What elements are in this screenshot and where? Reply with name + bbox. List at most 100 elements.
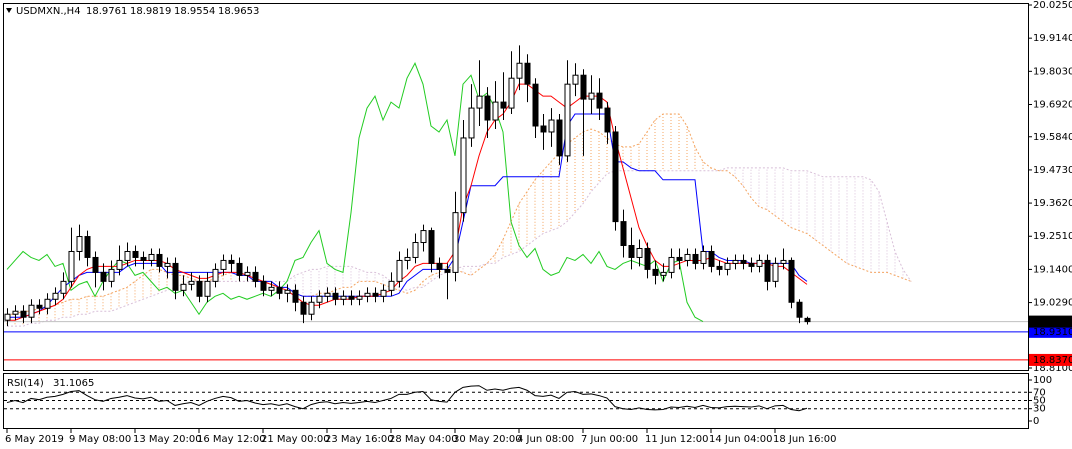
- candle-body: [156, 253, 163, 267]
- candle-body: [324, 292, 331, 297]
- candle-body: [36, 304, 43, 309]
- candle-body: [100, 271, 107, 282]
- y-tick-label: 100: [1033, 375, 1052, 386]
- level-label: 18.9310: [1033, 327, 1072, 338]
- candle-body: [572, 74, 579, 85]
- y-tick-label: 18.8100: [1033, 363, 1072, 374]
- x-tick-label: 6 May 2019: [5, 434, 64, 445]
- candle-body: [180, 283, 187, 291]
- candle-body: [284, 289, 291, 294]
- candle-body: [516, 62, 523, 79]
- rsi-line: [6, 385, 808, 412]
- candle-body: [732, 259, 739, 264]
- y-tick-label: 19.8030: [1033, 66, 1072, 77]
- level-box: [1029, 353, 1072, 366]
- candle-body: [44, 298, 51, 309]
- y-tick-label: 50: [1033, 396, 1046, 407]
- candle-body: [500, 101, 507, 109]
- candle-body: [620, 221, 627, 247]
- candle-body: [684, 253, 691, 261]
- y-tick-label: 19.9140: [1033, 33, 1072, 44]
- candle-body: [532, 83, 539, 127]
- candle-body: [468, 107, 475, 139]
- candle-body: [108, 268, 115, 282]
- candle-body: [740, 259, 747, 264]
- candle-body: [116, 259, 123, 270]
- y-tick-label: 19.3620: [1033, 198, 1072, 209]
- candle-body: [4, 313, 11, 321]
- x-tick-label: 4 Jun 08:00: [517, 434, 574, 445]
- candle-body: [204, 280, 211, 297]
- symbol: USDMXN.,H4: [16, 6, 81, 17]
- x-tick-label: 11 Jun 12:00: [645, 434, 709, 445]
- candle-body: [756, 259, 763, 267]
- candle-body: [444, 268, 451, 273]
- candle-body: [60, 280, 67, 294]
- candle-body: [556, 119, 563, 157]
- candle-body: [52, 292, 59, 300]
- x-tick-label: 23 May 16:00: [325, 434, 394, 445]
- candle-body: [164, 262, 171, 267]
- x-tick-label: 18 Jun 16:00: [773, 434, 837, 445]
- candle-body: [596, 92, 603, 109]
- candle-body: [788, 259, 795, 303]
- x-tick-label: 7 Jun 00:00: [581, 434, 638, 445]
- candle-body: [668, 256, 675, 273]
- x-tick-label: 30 May 20:00: [453, 434, 522, 445]
- y-tick-label: 19.1400: [1033, 264, 1072, 275]
- candle-body: [12, 310, 19, 315]
- candle-body: [780, 259, 787, 264]
- span-b: [7, 167, 912, 327]
- x-tick-label: 28 May 04:00: [389, 434, 458, 445]
- candle-body: [588, 92, 595, 100]
- menu-triangle[interactable]: [6, 8, 12, 13]
- x-tick-label: 21 May 00:00: [261, 434, 330, 445]
- candle-body: [564, 83, 571, 157]
- candle-body: [252, 271, 259, 282]
- candle-body: [700, 250, 707, 264]
- candle-body: [332, 292, 339, 300]
- candle-body: [652, 268, 659, 276]
- candle-body: [764, 259, 771, 282]
- candle-body: [612, 131, 619, 223]
- candle-body: [548, 119, 555, 133]
- y-tick-label: 70: [1033, 387, 1046, 398]
- y-tick-label: 19.4730: [1033, 165, 1072, 176]
- close-value: 18.9653: [218, 6, 259, 17]
- y-tick-label: 19.2510: [1033, 231, 1072, 242]
- candle-body: [356, 295, 363, 300]
- candle-body: [196, 280, 203, 297]
- level-box: [1029, 325, 1072, 338]
- candle-body: [140, 256, 147, 261]
- candle-body: [460, 137, 467, 214]
- candle-body: [364, 292, 371, 297]
- candle-body: [372, 292, 379, 297]
- y-tick-label: 30: [1033, 404, 1046, 415]
- candle-body: [796, 301, 803, 318]
- candle-body: [380, 289, 387, 297]
- candle-body: [580, 74, 587, 100]
- indicator-line: [7, 113, 808, 318]
- x-tick-label: 14 Jun 04:00: [709, 434, 773, 445]
- candle-body: [604, 107, 611, 133]
- candle-body: [660, 271, 667, 276]
- open-value: 18.9761: [86, 6, 127, 17]
- candle-body: [428, 230, 435, 264]
- price-box: [1029, 315, 1072, 328]
- candle-body: [124, 250, 131, 261]
- candle-body: [636, 247, 643, 258]
- rsi-value: 31.1065: [53, 378, 94, 389]
- x-tick-label: 13 May 20:00: [133, 434, 202, 445]
- candle-body: [308, 301, 315, 315]
- candle-body: [748, 262, 755, 267]
- candle-body: [212, 268, 219, 282]
- candle-body: [268, 286, 275, 291]
- candle-body: [628, 245, 635, 258]
- candle-body: [420, 230, 427, 244]
- candle-body: [436, 262, 443, 270]
- candle-body: [132, 250, 139, 258]
- candle-body: [76, 236, 83, 252]
- candle-body: [28, 304, 35, 318]
